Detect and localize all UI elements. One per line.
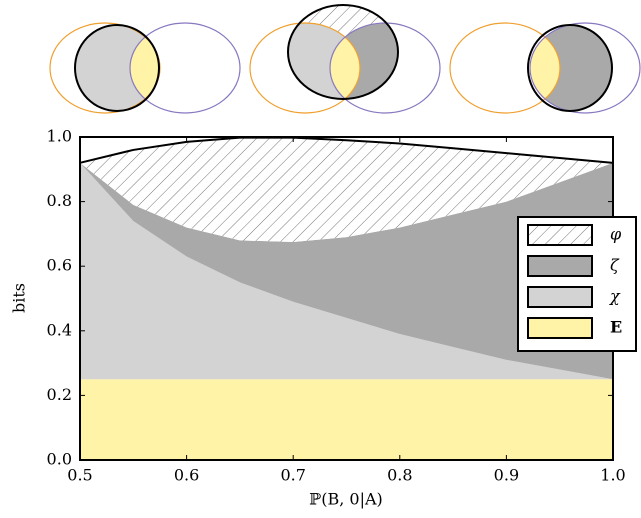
- y-tick-label: 0.0: [47, 450, 72, 469]
- venn-chi: [49, 22, 241, 114]
- legend-label: χ: [609, 287, 621, 306]
- y-tick-label: 0.6: [47, 256, 72, 275]
- legend-label: ζ: [610, 256, 620, 275]
- legend-swatch: [527, 317, 593, 339]
- x-tick-label: 0.7: [280, 466, 305, 485]
- x-tick-label: 1.0: [600, 466, 625, 485]
- legend-swatch: [527, 255, 593, 277]
- legend-swatch: [527, 286, 593, 308]
- y-tick-label: 0.2: [47, 385, 72, 404]
- legend-swatch: [527, 224, 593, 246]
- x-tick-label: 0.5: [67, 466, 92, 485]
- legend-label: φ: [610, 225, 622, 244]
- venn-zeta: [449, 22, 641, 114]
- x-tick-label: 0.6: [174, 466, 199, 485]
- legend-label: E: [610, 318, 622, 337]
- total-line: [79, 136, 614, 164]
- y-axis-label: bits: [10, 283, 29, 313]
- area: [80, 162, 613, 380]
- y-tick-label: 0.4: [47, 320, 72, 339]
- x-tick-label: 0.8: [387, 466, 412, 485]
- y-tick-label: 1.0: [47, 127, 72, 146]
- area: [80, 379, 613, 460]
- y-tick-label: 0.8: [47, 191, 72, 210]
- x-axis-label: ℙ(B, 0|A): [309, 490, 383, 509]
- x-tick-label: 0.9: [494, 466, 519, 485]
- area: [80, 162, 613, 380]
- venn-all: [249, 4, 441, 114]
- area: [80, 137, 613, 242]
- venn-diagrams: [49, 4, 641, 114]
